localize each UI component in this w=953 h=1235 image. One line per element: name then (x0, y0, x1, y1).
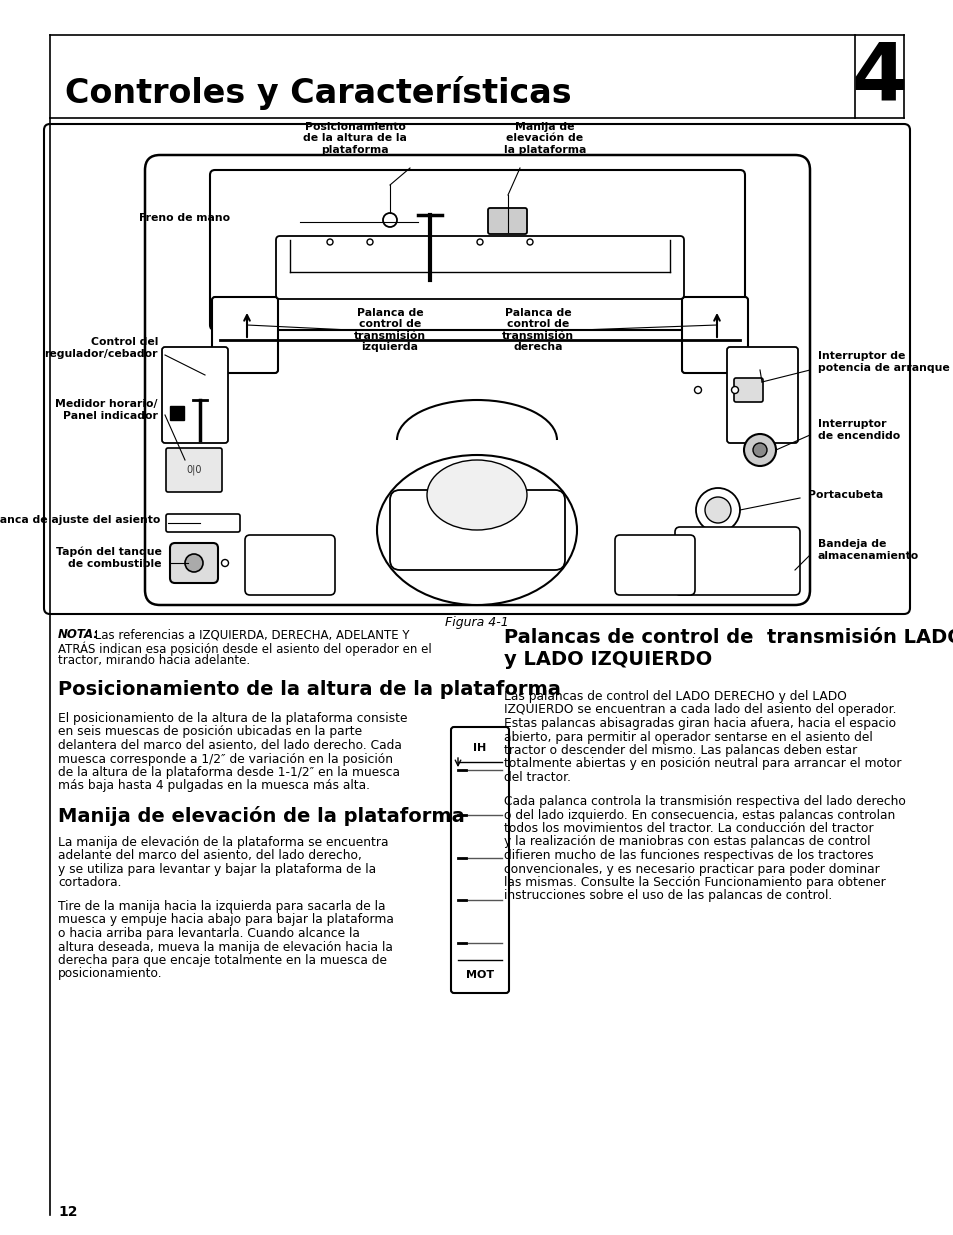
Text: Portacubeta: Portacubeta (807, 490, 882, 500)
Text: 0|0: 0|0 (186, 464, 201, 475)
Text: Estas palancas abisagradas giran hacia afuera, hacia el espacio: Estas palancas abisagradas giran hacia a… (503, 718, 895, 730)
FancyBboxPatch shape (245, 535, 335, 595)
Text: Palanca de
control de
transmisión
izquierda: Palanca de control de transmisión izquie… (354, 308, 426, 352)
Text: Palanca de
control de
transmisión
derecha: Palanca de control de transmisión derech… (501, 308, 574, 352)
FancyBboxPatch shape (166, 514, 240, 532)
Circle shape (327, 240, 333, 245)
Text: tractor, mirando hacia adelante.: tractor, mirando hacia adelante. (58, 655, 250, 667)
Text: Freno de mano: Freno de mano (139, 212, 230, 224)
Text: altura deseada, mueva la manija de elevación hacia la: altura deseada, mueva la manija de eleva… (58, 941, 393, 953)
Text: abierto, para permitir al operador sentarse en el asiento del: abierto, para permitir al operador senta… (503, 730, 872, 743)
FancyBboxPatch shape (451, 727, 509, 993)
FancyBboxPatch shape (170, 543, 218, 583)
Circle shape (526, 240, 533, 245)
Text: adelante del marco del asiento, del lado derecho,: adelante del marco del asiento, del lado… (58, 850, 361, 862)
Text: 12: 12 (58, 1205, 77, 1219)
Text: Manija de elevación de la plataforma: Manija de elevación de la plataforma (58, 806, 464, 826)
Text: ATRÁS indican esa posición desde el asiento del operador en el: ATRÁS indican esa posición desde el asie… (58, 641, 432, 656)
Text: las mismas. Consulte la Sección Funcionamiento para obtener: las mismas. Consulte la Sección Funciona… (503, 876, 884, 889)
Text: IH: IH (473, 743, 486, 753)
Text: posicionamiento.: posicionamiento. (58, 967, 162, 981)
Text: Cada palanca controla la transmisión respectiva del lado derecho: Cada palanca controla la transmisión res… (503, 795, 905, 808)
FancyBboxPatch shape (212, 296, 277, 373)
FancyBboxPatch shape (44, 124, 909, 614)
Text: delantera del marco del asiento, del lado derecho. Cada: delantera del marco del asiento, del lad… (58, 739, 401, 752)
Text: Interruptor
de encendido: Interruptor de encendido (817, 419, 900, 441)
Text: Posicionamiento de la altura de la plataforma: Posicionamiento de la altura de la plata… (58, 680, 560, 699)
Circle shape (694, 387, 700, 394)
Circle shape (743, 433, 775, 466)
Circle shape (476, 240, 482, 245)
FancyBboxPatch shape (166, 448, 222, 492)
Text: tractor o descender del mismo. Las palancas deben estar: tractor o descender del mismo. Las palan… (503, 743, 857, 757)
Text: Las palancas de control del LADO DERECHO y del LADO: Las palancas de control del LADO DERECHO… (503, 690, 846, 703)
FancyBboxPatch shape (210, 170, 744, 330)
Text: y LADO IZQUIERDO: y LADO IZQUIERDO (503, 650, 712, 669)
FancyBboxPatch shape (681, 296, 747, 373)
Circle shape (367, 240, 373, 245)
Text: instrucciones sobre el uso de las palancas de control.: instrucciones sobre el uso de las palanc… (503, 889, 831, 903)
Text: MOT: MOT (465, 969, 494, 981)
Text: derecha para que encaje totalmente en la muesca de: derecha para que encaje totalmente en la… (58, 953, 387, 967)
FancyBboxPatch shape (162, 347, 228, 443)
Text: Palancas de control de  transmisión LADO DERECHO: Palancas de control de transmisión LADO … (503, 629, 953, 647)
Text: cortadora.: cortadora. (58, 877, 121, 889)
Text: muesca y empuje hacia abajo para bajar la plataforma: muesca y empuje hacia abajo para bajar l… (58, 914, 394, 926)
Text: Figura 4-1: Figura 4-1 (445, 616, 508, 629)
Text: IZQUIERDO se encuentran a cada lado del asiento del operador.: IZQUIERDO se encuentran a cada lado del … (503, 704, 896, 716)
Ellipse shape (376, 454, 577, 605)
FancyBboxPatch shape (733, 378, 762, 403)
FancyBboxPatch shape (675, 527, 800, 595)
Text: NOTA:: NOTA: (58, 629, 99, 641)
Text: Controles y Características: Controles y Características (65, 77, 571, 110)
Text: Manija de
elevación de
la plataforma: Manija de elevación de la plataforma (503, 122, 585, 156)
Circle shape (752, 443, 766, 457)
Text: muesca corresponde a 1/2″ de variación en la posición: muesca corresponde a 1/2″ de variación e… (58, 752, 393, 766)
FancyBboxPatch shape (170, 406, 184, 420)
Text: en seis muescas de posición ubicadas en la parte: en seis muescas de posición ubicadas en … (58, 725, 362, 739)
Text: 4: 4 (851, 40, 906, 117)
Text: más baja hasta 4 pulgadas en la muesca más alta.: más baja hasta 4 pulgadas en la muesca m… (58, 779, 370, 793)
FancyBboxPatch shape (390, 490, 564, 571)
FancyBboxPatch shape (275, 236, 683, 299)
Text: Interruptor de
potencia de arranque: Interruptor de potencia de arranque (817, 351, 949, 373)
Text: de la altura de la plataforma desde 1-1/2″ en la muesca: de la altura de la plataforma desde 1-1/… (58, 766, 399, 779)
Circle shape (696, 488, 740, 532)
Text: Bandeja de
almacenamiento: Bandeja de almacenamiento (817, 540, 919, 561)
Text: o hacia arriba para levantarla. Cuando alcance la: o hacia arriba para levantarla. Cuando a… (58, 927, 359, 940)
Text: totalmente abiertas y en posición neutral para arrancar el motor: totalmente abiertas y en posición neutra… (503, 757, 901, 771)
Text: todos los movimientos del tractor. La conducción del tractor: todos los movimientos del tractor. La co… (503, 823, 873, 835)
Circle shape (185, 555, 203, 572)
FancyBboxPatch shape (488, 207, 526, 233)
Text: y la realización de maniobras con estas palancas de control: y la realización de maniobras con estas … (503, 836, 869, 848)
Text: El posicionamiento de la altura de la plataforma consiste: El posicionamiento de la altura de la pl… (58, 713, 407, 725)
FancyBboxPatch shape (726, 347, 797, 443)
Text: difieren mucho de las funciones respectivas de los tractores: difieren mucho de las funciones respecti… (503, 848, 873, 862)
Text: y se utiliza para levantar y bajar la plataforma de la: y se utiliza para levantar y bajar la pl… (58, 863, 375, 876)
Text: del tractor.: del tractor. (503, 771, 571, 784)
Text: Palanca de ajuste del asiento: Palanca de ajuste del asiento (0, 515, 160, 525)
Text: Las referencias a IZQUIERDA, DERECHA, ADELANTE Y: Las referencias a IZQUIERDA, DERECHA, AD… (91, 629, 409, 641)
Text: Posicionamiento
de la altura de la
plataforma: Posicionamiento de la altura de la plata… (303, 122, 407, 156)
FancyBboxPatch shape (615, 535, 695, 595)
Circle shape (221, 559, 229, 567)
Text: convencionales, y es necesario practicar para poder dominar: convencionales, y es necesario practicar… (503, 862, 879, 876)
Text: La manija de elevación de la plataforma se encuentra: La manija de elevación de la plataforma … (58, 836, 388, 848)
FancyBboxPatch shape (145, 156, 809, 605)
Text: Medidor horario/
Panel indicador: Medidor horario/ Panel indicador (55, 399, 158, 421)
Text: Tire de la manija hacia la izquierda para sacarla de la: Tire de la manija hacia la izquierda par… (58, 900, 385, 913)
Circle shape (382, 212, 396, 227)
Ellipse shape (427, 459, 526, 530)
Text: o del lado izquierdo. En consecuencia, estas palancas controlan: o del lado izquierdo. En consecuencia, e… (503, 809, 894, 821)
Text: Tapón del tanque
de combustible: Tapón del tanque de combustible (56, 547, 162, 569)
Text: Control del
regulador/cebador: Control del regulador/cebador (45, 337, 158, 359)
Circle shape (731, 387, 738, 394)
Circle shape (704, 496, 730, 522)
